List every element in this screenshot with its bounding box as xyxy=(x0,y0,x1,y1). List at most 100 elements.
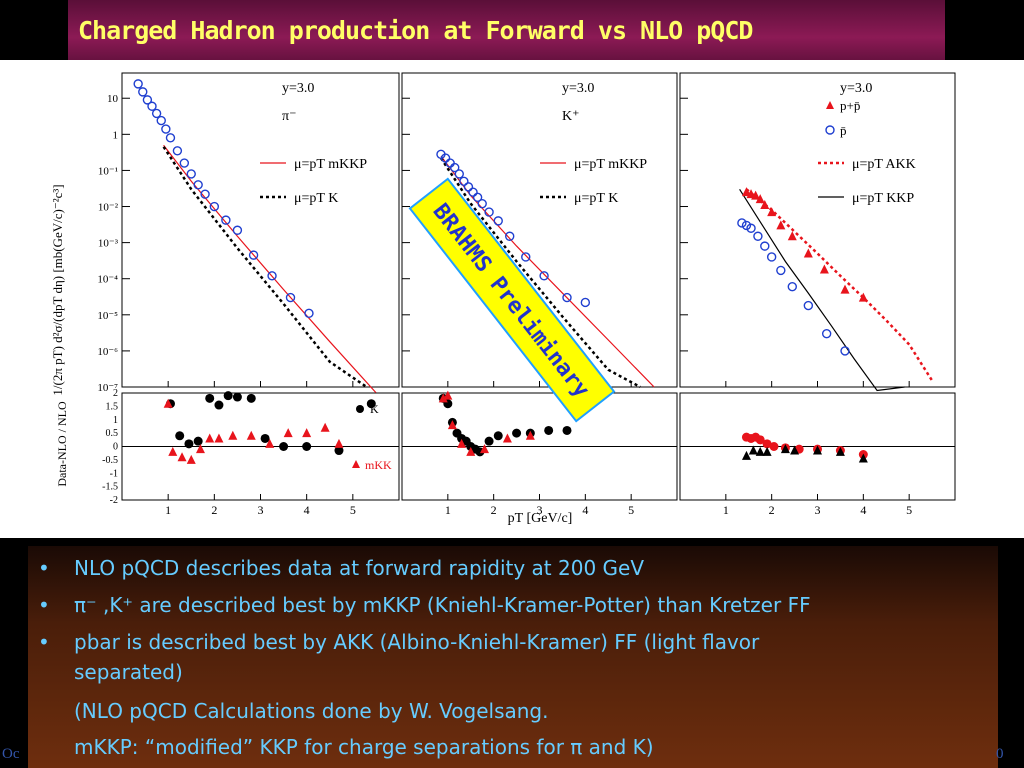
data-point xyxy=(755,194,765,204)
bullet-text: mKKP: “modified” KKP for charge separati… xyxy=(74,735,654,759)
data-point xyxy=(580,297,591,308)
footer-right: 0 xyxy=(996,746,1004,762)
data-point xyxy=(283,428,293,438)
legend-label: p̄ xyxy=(840,123,847,138)
data-point xyxy=(803,248,813,258)
data-point xyxy=(512,428,522,438)
data-point xyxy=(177,452,187,462)
ratio-tick-label: 0.5 xyxy=(106,428,119,439)
legend-label: μ=pT K xyxy=(294,191,338,206)
bullet-marker: • xyxy=(38,556,50,580)
x-tick-label: 2 xyxy=(769,503,775,517)
data-point xyxy=(521,252,531,262)
data-point xyxy=(334,438,344,448)
data-point xyxy=(457,438,467,448)
data-point xyxy=(248,250,259,260)
data-point xyxy=(769,442,779,451)
ratio-tick-label: 1 xyxy=(113,415,118,426)
x-axis-title: pT [GeV/c] xyxy=(508,511,573,526)
ratio-tick-label: 2 xyxy=(113,388,118,399)
data-point xyxy=(766,252,777,262)
data-point xyxy=(741,450,751,460)
y-tick-label: 10⁻³ xyxy=(98,238,119,250)
figure-svg: 1 2 3 4 5 1 2 3 4 5 1 2 3 4 5 10⁻⁷ 10⁻⁶ 10⁻⁵ 10⁻⁴ 10⁻³ 10⁻² 1… xyxy=(50,72,956,526)
data-point xyxy=(835,446,845,456)
data-point xyxy=(172,146,183,156)
data-point xyxy=(741,220,752,231)
data-point xyxy=(133,79,143,89)
data-point xyxy=(195,444,205,454)
ratio-tick-label: 0 xyxy=(113,442,118,453)
y-tick-label: 10⁻⁶ xyxy=(97,346,118,358)
legend-label: μ=pT mKKP xyxy=(574,157,647,172)
data-point xyxy=(147,101,157,111)
data-point xyxy=(228,430,238,440)
y-tick-label: 1 xyxy=(113,129,119,141)
x-tick-label: 5 xyxy=(628,503,634,517)
data-point xyxy=(813,445,822,455)
x-tick-label: 1 xyxy=(445,503,451,517)
data-point xyxy=(193,180,203,190)
data-point xyxy=(156,115,166,126)
data-point xyxy=(780,444,790,454)
bullet-text: separated) xyxy=(74,660,183,684)
data-point xyxy=(142,95,153,105)
data-point xyxy=(246,430,256,440)
data-point xyxy=(737,218,747,228)
data-point xyxy=(302,442,312,451)
y-tick-label: 10⁻⁵ xyxy=(97,310,118,322)
data-point xyxy=(755,446,765,456)
data-point xyxy=(539,271,549,281)
x-tick-label: 5 xyxy=(350,503,356,517)
legend-label: μ=pT KKP xyxy=(852,191,914,206)
x-tick-label: 5 xyxy=(906,503,912,517)
data-point xyxy=(760,241,770,251)
data-point xyxy=(186,454,196,464)
y-tick-label: 10⁻² xyxy=(98,202,119,214)
data-point xyxy=(544,425,554,435)
ratio-tick-label: -2 xyxy=(110,495,118,506)
data-point xyxy=(163,398,173,408)
data-point xyxy=(285,292,296,303)
data-point xyxy=(205,433,215,443)
data-point xyxy=(755,435,765,445)
data-point xyxy=(477,198,487,209)
data-point xyxy=(840,346,850,356)
data-point xyxy=(175,431,185,441)
data-point xyxy=(320,422,330,432)
data-point xyxy=(821,328,832,339)
y-tick-label: 10⁻⁴ xyxy=(97,274,118,286)
data-point xyxy=(279,442,289,451)
ratio-tick-label: -1.5 xyxy=(102,482,118,493)
data-point xyxy=(366,399,376,409)
data-point xyxy=(161,124,171,134)
data-point xyxy=(260,433,270,443)
data-point xyxy=(445,158,455,168)
data-point xyxy=(168,446,178,456)
data-point xyxy=(525,430,535,440)
data-point xyxy=(459,176,469,186)
legend-marker xyxy=(826,101,834,109)
data-point xyxy=(447,420,457,430)
stamp-background xyxy=(408,177,616,423)
theory-curve xyxy=(440,155,655,388)
panel-particle: K⁺ xyxy=(562,109,580,124)
legend-label: μ=pT mKKP xyxy=(294,157,367,172)
ratio-tick-label: 1.5 xyxy=(106,401,119,412)
ratio-legend-label: mKK xyxy=(365,458,392,472)
data-point xyxy=(186,169,196,179)
data-point xyxy=(214,433,224,443)
x-tick-label: 1 xyxy=(165,503,171,517)
data-point xyxy=(267,271,277,281)
data-point xyxy=(468,187,478,197)
bullet-list: • NLO pQCD describes data at forward rap… xyxy=(28,546,998,768)
data-point xyxy=(232,225,243,235)
spectrum-frame xyxy=(121,72,400,388)
legend-label: μ=pT AKK xyxy=(852,157,916,172)
bullet-text: NLO pQCD describes data at forward rapid… xyxy=(74,556,645,580)
bullet-text: (NLO pQCD Calculations done by W. Vogels… xyxy=(74,699,549,723)
data-point xyxy=(472,192,483,203)
ratio-axis-title: Data-NLO / NLO xyxy=(55,401,69,487)
data-point xyxy=(748,445,758,455)
data-point xyxy=(302,428,312,438)
